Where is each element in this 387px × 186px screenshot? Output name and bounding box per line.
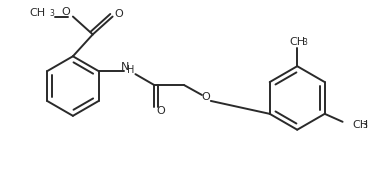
Text: N: N [121,62,130,72]
Text: 3: 3 [363,121,367,130]
Text: O: O [114,9,123,19]
Text: 3: 3 [302,38,307,47]
Text: 3: 3 [49,9,54,18]
Text: O: O [157,106,166,116]
Text: CH: CH [29,8,45,18]
Text: CH: CH [353,120,369,130]
Text: O: O [202,92,210,102]
Text: O: O [62,7,70,17]
Text: CH: CH [289,37,305,47]
Text: H: H [127,65,134,75]
